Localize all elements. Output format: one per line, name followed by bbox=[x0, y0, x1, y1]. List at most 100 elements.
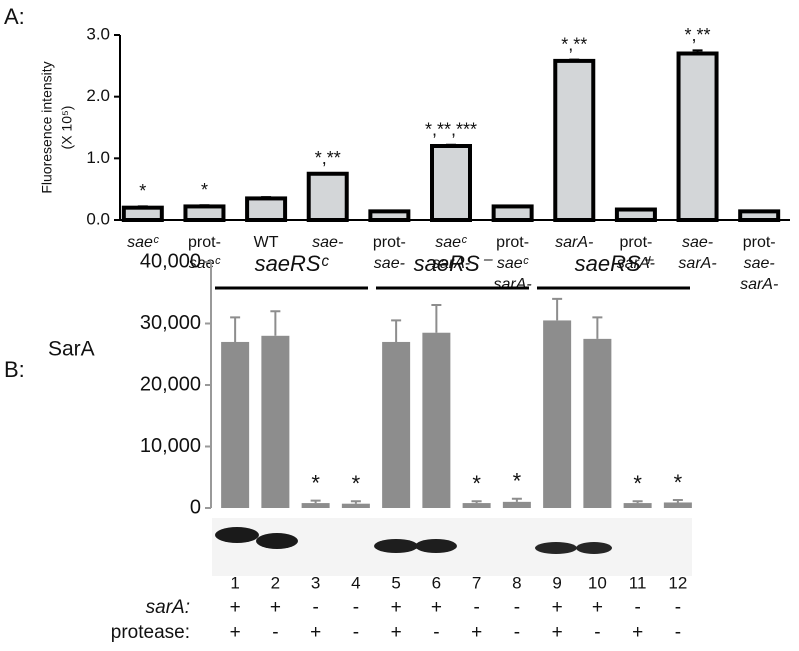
row-value: + bbox=[230, 597, 241, 618]
group-label: saeRS⁺ bbox=[575, 251, 655, 276]
error-bar bbox=[592, 316, 603, 339]
row-value: - bbox=[675, 622, 681, 643]
group-label: saeRS⁻ bbox=[414, 251, 494, 276]
annotation: *,** bbox=[685, 25, 711, 45]
annotation: *,** bbox=[315, 148, 341, 168]
annotation: * bbox=[472, 471, 481, 496]
row-value: + bbox=[270, 597, 281, 618]
row-value: - bbox=[353, 622, 359, 643]
y-tick-label: 2.0 bbox=[86, 86, 110, 105]
row-value: - bbox=[433, 622, 439, 643]
western-blot bbox=[212, 518, 692, 576]
x-tick-label: sae- bbox=[374, 255, 405, 272]
lane-label: 7 bbox=[472, 573, 481, 592]
bar bbox=[341, 503, 370, 508]
bar bbox=[183, 204, 226, 223]
x-tick-label: saeᶜ bbox=[497, 255, 529, 272]
error-bar bbox=[569, 58, 580, 61]
lane-label: 1 bbox=[230, 573, 239, 592]
x-tick-label: prot- bbox=[373, 234, 406, 251]
annotation: * bbox=[513, 469, 522, 494]
row-value: + bbox=[632, 622, 643, 643]
row-value: + bbox=[391, 597, 402, 618]
bar bbox=[491, 204, 534, 223]
blot-band bbox=[374, 539, 418, 553]
annotation: * bbox=[674, 470, 683, 495]
x-tick-label: prot- bbox=[743, 234, 776, 251]
y-tick-label: 30,000 bbox=[140, 312, 201, 334]
x-tick-label: sae- bbox=[744, 255, 775, 272]
bar bbox=[422, 332, 451, 508]
lane-label: 3 bbox=[311, 573, 320, 592]
bar bbox=[614, 207, 657, 222]
bar bbox=[301, 503, 330, 508]
error-bar bbox=[431, 304, 442, 333]
error-bar bbox=[672, 499, 683, 503]
error-bar bbox=[632, 500, 643, 504]
x-tick-label: prot- bbox=[619, 234, 652, 251]
x-tick-label: sarA- bbox=[494, 276, 532, 293]
bar bbox=[502, 501, 531, 508]
y-axis-label: SarA bbox=[48, 338, 95, 361]
bar bbox=[583, 338, 612, 508]
y-axis-label: Fluoresence intensity bbox=[39, 61, 55, 193]
annotation: * bbox=[633, 471, 642, 496]
panel-label: B: bbox=[4, 357, 25, 382]
blot-band bbox=[535, 542, 577, 554]
y-axis-label: (X 10⁵) bbox=[59, 106, 75, 150]
error-bar bbox=[322, 172, 333, 175]
y-tick-label: 20,000 bbox=[140, 373, 201, 395]
x-tick-label: prot- bbox=[496, 234, 529, 251]
lane-label: 2 bbox=[271, 573, 280, 592]
annotation: *,** bbox=[561, 34, 587, 54]
error-bar bbox=[199, 204, 210, 207]
error-bar bbox=[511, 497, 522, 502]
y-tick-label: 3.0 bbox=[86, 24, 110, 43]
error-bar bbox=[446, 143, 456, 146]
row-label: protease: bbox=[111, 622, 190, 643]
x-tick-label: prot- bbox=[188, 234, 221, 251]
error-bar bbox=[350, 500, 361, 504]
row-value: + bbox=[431, 597, 442, 618]
row-value: - bbox=[675, 597, 681, 618]
bar bbox=[462, 503, 491, 508]
x-tick-label: sarA- bbox=[740, 276, 778, 293]
row-value: - bbox=[353, 597, 359, 618]
error-bar bbox=[552, 297, 563, 321]
row-value: + bbox=[552, 622, 563, 643]
x-tick-label: sae- bbox=[682, 234, 713, 251]
annotation: * bbox=[201, 180, 208, 200]
bar bbox=[738, 209, 781, 223]
bar bbox=[543, 320, 572, 508]
row-value: + bbox=[592, 597, 603, 618]
bar bbox=[221, 341, 250, 508]
error-bar bbox=[230, 316, 241, 342]
bar bbox=[121, 205, 164, 223]
bar bbox=[306, 171, 349, 222]
annotation: * bbox=[352, 471, 361, 496]
annotation: *,**,*** bbox=[425, 120, 477, 140]
group-label: saeRSᶜ bbox=[255, 251, 330, 276]
row-value: - bbox=[514, 597, 520, 618]
lane-label: 6 bbox=[432, 573, 441, 592]
x-tick-label: sarA- bbox=[432, 255, 470, 272]
bar bbox=[553, 58, 596, 223]
bar bbox=[261, 335, 290, 508]
error-bar bbox=[137, 205, 148, 208]
row-value: - bbox=[272, 622, 278, 643]
blot-band bbox=[415, 539, 457, 553]
error-bar bbox=[310, 499, 321, 504]
y-tick-label: 0.0 bbox=[86, 209, 110, 228]
row-value: + bbox=[310, 622, 321, 643]
bar bbox=[663, 502, 692, 508]
x-tick-label: saeᶜ bbox=[435, 234, 467, 251]
error-bar bbox=[384, 209, 395, 212]
row-value: - bbox=[312, 597, 318, 618]
row-label: sarA: bbox=[146, 597, 190, 618]
y-tick-label: 0 bbox=[190, 496, 201, 518]
lane-label: 9 bbox=[552, 573, 561, 592]
error-bar bbox=[630, 207, 641, 210]
error-bar bbox=[507, 204, 518, 207]
row-value: + bbox=[552, 597, 563, 618]
